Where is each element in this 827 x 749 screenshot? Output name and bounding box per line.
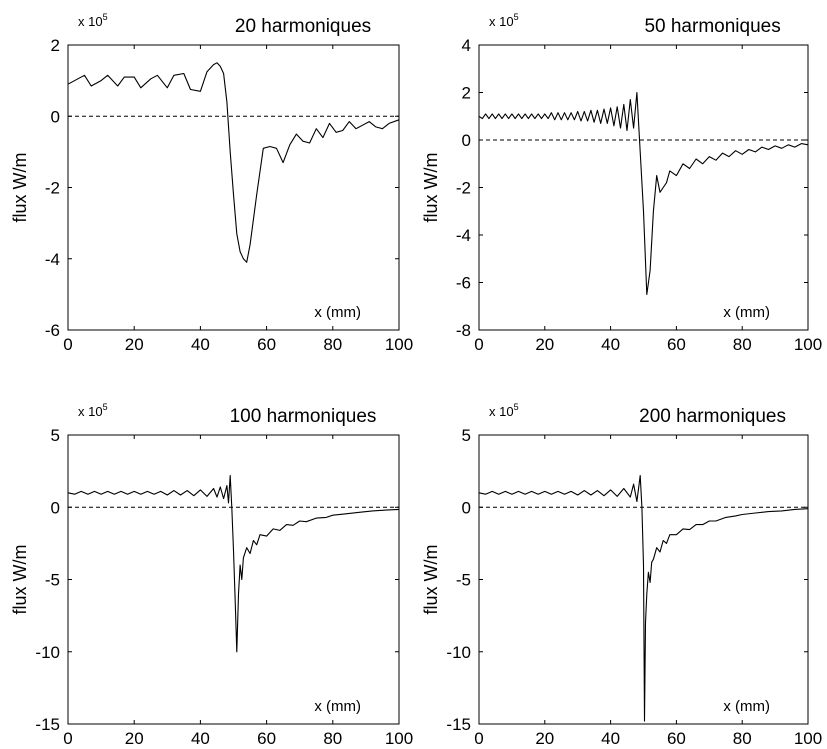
panel-2-y-tick-label: -6 [456, 274, 471, 293]
panel-1-y-tick-label: -2 [45, 179, 60, 198]
panel-4-exponent-power: 5 [514, 402, 519, 412]
panel-3-exponent-base: x 10 [78, 404, 103, 419]
panel-3-x-tick-label: 0 [63, 729, 72, 748]
panel-2-y-tick-label: 0 [462, 131, 471, 150]
panel-2-y-tick-label: -2 [456, 179, 471, 198]
panel-2-y-tick-label: -8 [456, 321, 471, 340]
panel-2-flux-series-line [478, 91, 809, 295]
panel-2-x-tick-label: 0 [474, 335, 483, 354]
panel-1-x-tick-label: 40 [191, 335, 210, 354]
panel-2-x-tick-label: 100 [794, 335, 822, 354]
panel-1-y-exponent-label: x 105 [78, 12, 108, 29]
panel-4-x-tick-label: 0 [474, 729, 483, 748]
panel-1-y-tick-label: 2 [51, 36, 60, 55]
panel-1: 0 20 40 60 80 100 -6 -4 -2 0 2 x 105 20 harmoniques f… [10, 12, 413, 354]
panel-3-y-tick-label: -15 [35, 715, 60, 734]
panel-3-axes-frame [67, 434, 400, 725]
panel-3-x-tick-label: 60 [257, 729, 276, 748]
panel-1-exponent-base: x 10 [78, 14, 103, 29]
panel-1-x-axis-label: x (mm) [314, 304, 361, 321]
panel-1-x-tick-label: 80 [323, 335, 342, 354]
panel-2-axes-frame [478, 44, 809, 331]
panel-1-y-tick-label: 0 [51, 107, 60, 126]
panel-2-y-tick-label: 2 [462, 84, 471, 103]
panel-2-x-tick-label: 20 [535, 335, 554, 354]
panel-4-y-exponent-label: x 105 [489, 402, 519, 419]
panel-4-y-axis-label: flux W/m [421, 545, 441, 615]
panel-4-x-tick-label: 100 [794, 729, 822, 748]
panel-4-x-tick-label: 40 [601, 729, 620, 748]
panel-2-title: 50 harmoniques [644, 16, 780, 37]
panel-2-exponent-base: x 10 [489, 14, 514, 29]
panel-2-x-tick-label: 40 [601, 335, 620, 354]
panel-1-flux-series-line [67, 62, 400, 263]
panel-4-y-tick-label: -10 [446, 643, 471, 662]
panel-4-x-axis-label: x (mm) [723, 698, 770, 715]
panel-3-x-tick-label: 40 [191, 729, 210, 748]
panel-3-y-tick-label: 0 [51, 498, 60, 517]
panel-2-y-exponent-label: x 105 [489, 12, 519, 29]
panel-2-x-tick-label: 60 [667, 335, 686, 354]
panel-3-y-tick-label: -10 [35, 643, 60, 662]
panel-3-y-tick-label: -5 [45, 571, 60, 590]
panel-3-y-tick-label: 5 [51, 426, 60, 445]
panel-2-x-tick-label: 80 [733, 335, 752, 354]
panel-4-flux-series-line [478, 474, 809, 722]
panel-1-x-tick-label: 100 [385, 335, 413, 354]
panel-2: 0 20 40 60 80 100 -8 -6 -4 -2 0 2 4 x 105 50 harmoniqu… [421, 12, 822, 354]
panel-4-y-tick-label: -15 [446, 715, 471, 734]
panel-3-x-tick-label: 100 [385, 729, 413, 748]
panel-1-title: 20 harmoniques [235, 16, 371, 37]
panel-3-x-tick-label: 20 [125, 729, 144, 748]
panel-3-title: 100 harmoniques [230, 406, 377, 427]
panel-1-exponent-power: 5 [103, 12, 108, 22]
panel-4-x-tick-label: 20 [535, 729, 554, 748]
panel-1-y-tick-label: -6 [45, 321, 60, 340]
panel-2-y-tick-label: 4 [462, 36, 471, 55]
panel-4-y-tick-label: -5 [456, 571, 471, 590]
panel-1-x-tick-label: 20 [125, 335, 144, 354]
panel-1-x-tick-label: 0 [63, 335, 72, 354]
panel-1-x-tick-label: 60 [257, 335, 276, 354]
panel-1-y-tick-label: -4 [45, 250, 60, 269]
panel-1-y-axis-label: flux W/m [10, 153, 30, 223]
panel-3-y-exponent-label: x 105 [78, 402, 108, 419]
panel-2-exponent-power: 5 [514, 12, 519, 22]
panel-4-y-tick-label: 5 [462, 426, 471, 445]
panel-4-x-tick-label: 60 [667, 729, 686, 748]
panel-2-y-tick-label: -4 [456, 226, 471, 245]
panel-3-y-axis-label: flux W/m [10, 545, 30, 615]
panel-4-y-tick-label: 0 [462, 498, 471, 517]
panel-3-exponent-power: 5 [103, 402, 108, 412]
panel-4-title: 200 harmoniques [639, 406, 786, 427]
panel-3-flux-series-line [67, 474, 400, 653]
panel-3-x-tick-label: 80 [323, 729, 342, 748]
panel-3-x-axis-label: x (mm) [314, 698, 361, 715]
panel-2-x-axis-label: x (mm) [723, 304, 770, 321]
panel-4-x-tick-label: 80 [733, 729, 752, 748]
panel-4-exponent-base: x 10 [489, 404, 514, 419]
panel-2-y-axis-label: flux W/m [421, 153, 441, 223]
